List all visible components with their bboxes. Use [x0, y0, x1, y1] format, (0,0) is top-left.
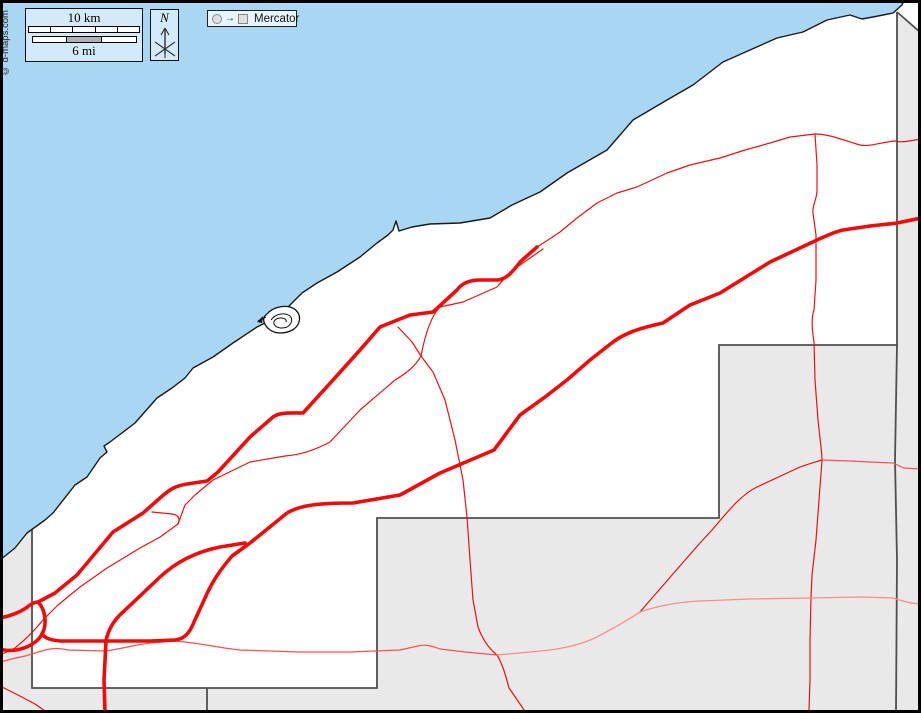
copyright-credit: © d-maps.com: [0, 10, 11, 77]
scale-segment: [101, 37, 136, 42]
north-label: N: [160, 10, 169, 25]
pond-outline: [262, 305, 301, 334]
north-arrow-icon: [154, 27, 175, 58]
creek-road: [397, 326, 527, 713]
lake-water-region: [0, 0, 904, 560]
lakeshore-road: [536, 133, 921, 248]
south-road: [0, 640, 498, 663]
highway-upper: [0, 245, 539, 620]
scale-segment: [95, 27, 118, 32]
diagonal-road: [639, 459, 823, 613]
scale-segment: [29, 27, 52, 32]
scale-segment: [67, 37, 102, 42]
scale-segment: [117, 27, 140, 32]
neighbor-boundary-vertical: [894, 344, 898, 713]
scale-segment: [32, 37, 68, 42]
coastline: [0, 0, 905, 561]
pond-inner-curl: [270, 313, 293, 329]
highway-main: [104, 216, 921, 643]
globe-circle-icon: [212, 13, 222, 24]
county-boundary: [31, 12, 898, 689]
light-roads: [0, 596, 921, 663]
east-road: [821, 459, 921, 470]
county-land-region: [32, 12, 897, 688]
highway-loop: [0, 600, 47, 653]
harbor-pond: [257, 305, 301, 334]
scale-bar-mi: [31, 36, 137, 43]
projection-box: → Mercator: [207, 10, 300, 27]
top-right-land-sliver: [897, 0, 921, 31]
scale-segment: [73, 27, 96, 32]
highway-ramp: [104, 541, 247, 643]
junction-link-road: [496, 611, 641, 656]
south-east-road: [639, 596, 921, 613]
scale-segment: [51, 27, 74, 32]
compass-star-icon: [154, 40, 175, 58]
scale-km-label: 10 km: [67, 10, 101, 25]
major-highways: [0, 216, 921, 713]
flat-map-square-icon: [238, 13, 248, 24]
north-box: N: [150, 9, 179, 61]
connector-spur: [151, 511, 180, 525]
neighbor-boundary-corner: [896, 11, 921, 34]
highway-loop-arm: [40, 632, 108, 643]
pond-spit-arrow: [257, 316, 263, 323]
highway-south-stub: [102, 639, 108, 713]
scale-box: 10 km 6 mi: [25, 8, 143, 62]
projection-arrow-icon: →: [225, 12, 235, 24]
scale-mi-label: 6 mi: [72, 43, 96, 58]
projection-label: Mercator: [254, 12, 300, 25]
scale-bar-km: [28, 26, 140, 33]
wedge-road: [0, 685, 49, 713]
